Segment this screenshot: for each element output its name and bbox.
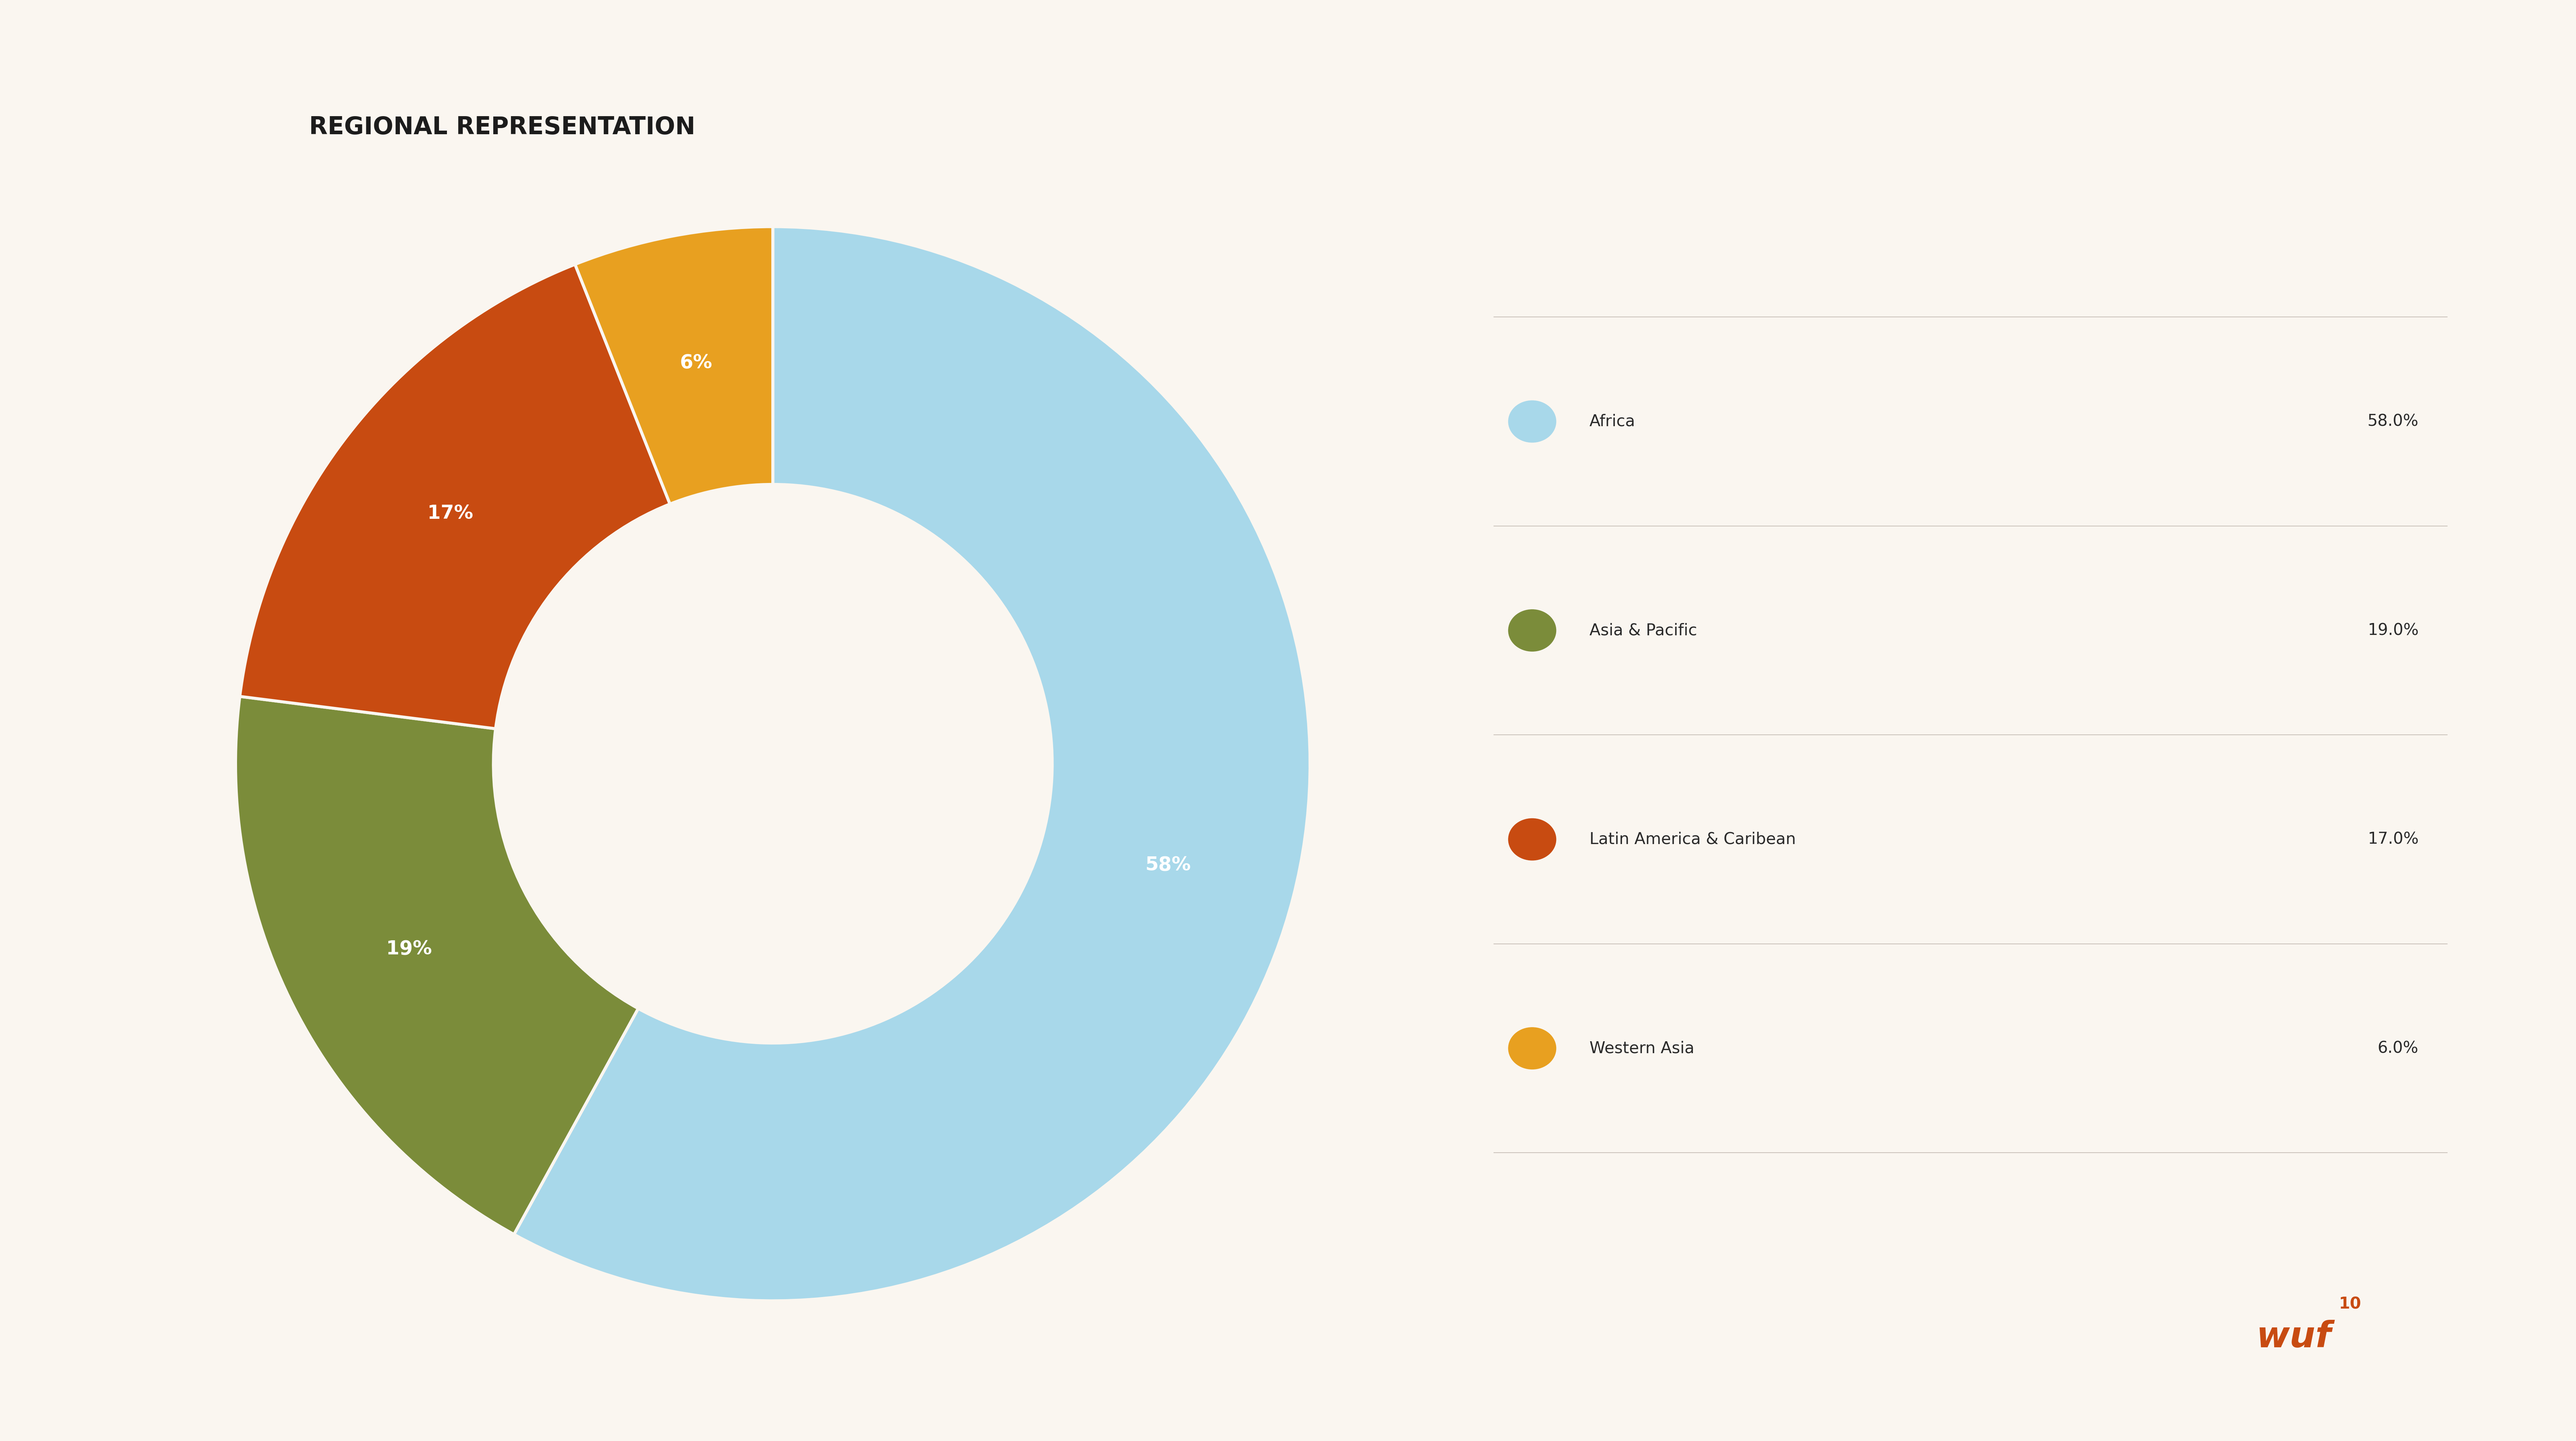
Wedge shape (234, 696, 639, 1235)
Wedge shape (240, 264, 670, 729)
Circle shape (1510, 818, 1556, 860)
Text: 10: 10 (2339, 1297, 2362, 1311)
Wedge shape (574, 226, 773, 504)
Text: Western Asia: Western Asia (1589, 1040, 1695, 1056)
Circle shape (1510, 401, 1556, 442)
Text: 6.0%: 6.0% (2378, 1040, 2419, 1056)
Text: 19.0%: 19.0% (2367, 623, 2419, 638)
Text: Asia & Pacific: Asia & Pacific (1589, 623, 1698, 638)
Wedge shape (515, 226, 1311, 1301)
Text: 17.0%: 17.0% (2367, 831, 2419, 847)
Text: REGIONAL REPRESENTATION: REGIONAL REPRESENTATION (309, 115, 696, 140)
Text: 58%: 58% (1146, 856, 1190, 875)
Text: Africa: Africa (1589, 414, 1636, 429)
Circle shape (1510, 610, 1556, 651)
Text: 6%: 6% (680, 353, 714, 372)
Circle shape (1510, 1027, 1556, 1069)
Text: Latin America & Caribean: Latin America & Caribean (1589, 831, 1795, 847)
Text: 17%: 17% (428, 504, 474, 523)
Text: 19%: 19% (386, 940, 433, 958)
Text: wuf: wuf (2257, 1320, 2331, 1355)
Text: 58.0%: 58.0% (2367, 414, 2419, 429)
